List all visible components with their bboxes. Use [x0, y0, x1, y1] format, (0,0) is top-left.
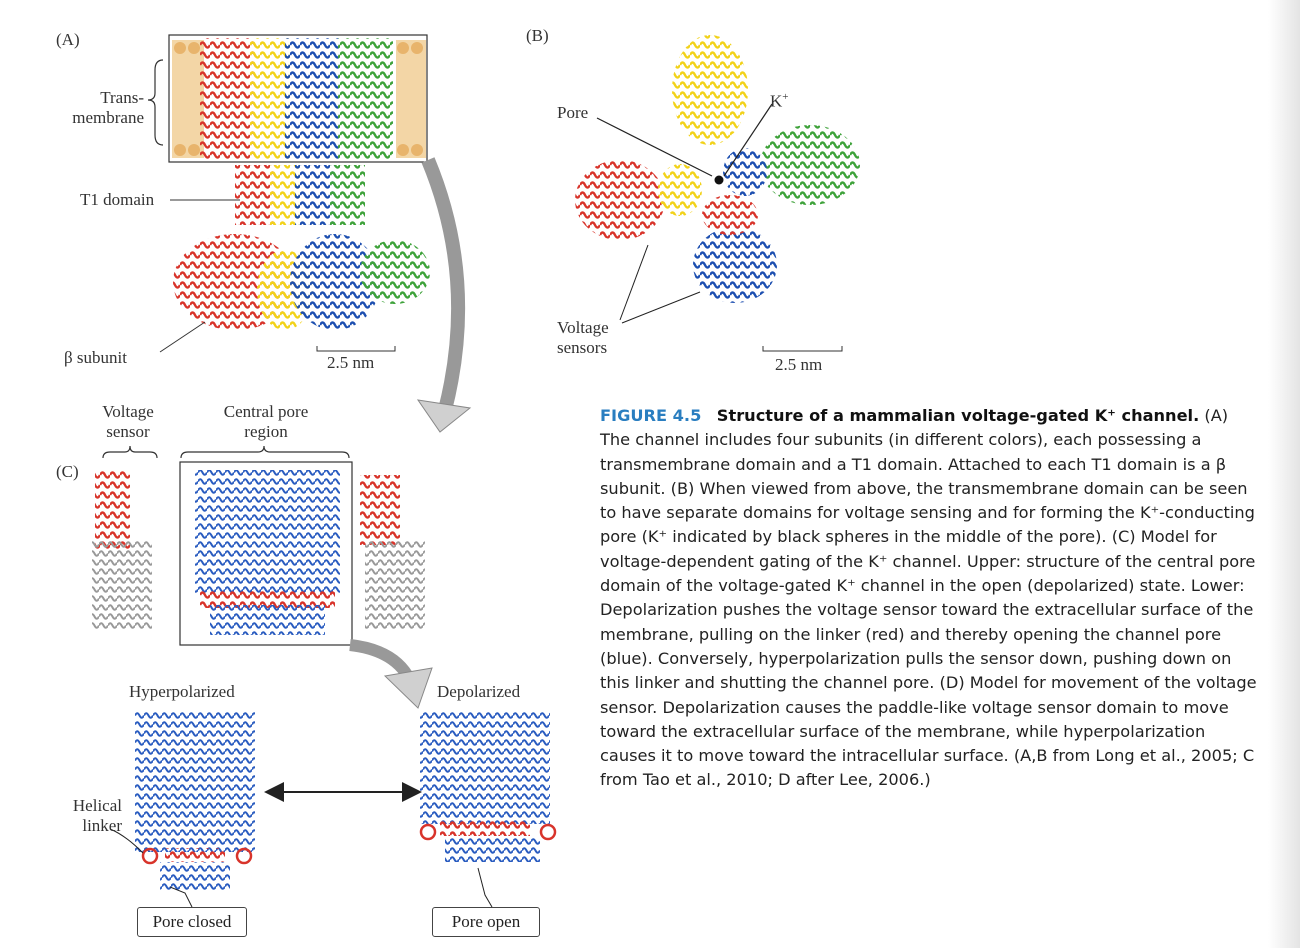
figure-number: FIGURE 4.5	[600, 406, 702, 425]
top-red-inner	[702, 195, 758, 235]
panel-d-hyperpolarized	[109, 712, 255, 908]
arrow-a-to-c-head	[416, 399, 472, 433]
depol-linker	[440, 820, 530, 836]
top-red	[575, 160, 665, 240]
scale-bar-b	[762, 346, 843, 352]
transmembrane-bracket	[147, 59, 164, 146]
top-yellow	[672, 35, 748, 145]
hyperpolarized-label: Hyperpolarized	[129, 682, 235, 701]
beta-blue	[290, 234, 380, 330]
panel-b-structure	[575, 35, 860, 352]
figure-caption: FIGURE 4.5 Structure of a mammalian volt…	[600, 404, 1262, 793]
scale-b-label: 2.5 nm	[775, 355, 823, 374]
subunit-yellow-tm	[250, 38, 290, 160]
hyper-linker-coil-left	[141, 847, 159, 865]
central-pore-box	[179, 461, 353, 646]
depol-linker-coil-left	[419, 823, 437, 841]
lipid-bilayer-left	[172, 40, 204, 158]
pore-label: Pore	[557, 103, 589, 122]
beta-leader	[159, 321, 206, 353]
depolarized-label: Depolarized	[437, 682, 521, 701]
panel-c-letter: (C)	[56, 462, 79, 481]
k-leader	[723, 103, 773, 177]
closed-leader	[169, 886, 193, 908]
top-yellow-inner	[658, 164, 702, 216]
scale-bar-a	[316, 346, 396, 352]
page-edge-shadow	[1268, 0, 1300, 948]
lipid-bilayer-right	[396, 40, 426, 158]
subunit-red-tm	[200, 38, 255, 160]
sensor-right-gray	[365, 540, 425, 630]
subunit-blue-tm	[285, 38, 340, 160]
scale-a-label: 2.5 nm	[327, 353, 375, 372]
central-pore-helices	[195, 470, 340, 595]
voltage-sensors-label: Voltage sensors	[557, 318, 609, 357]
central-pore-label: Central pore region	[223, 402, 309, 441]
arrow-c-to-d-head	[383, 667, 433, 709]
pore-closed-label: Pore closed	[137, 907, 247, 937]
caption-body: (A) The channel includes four subunits (…	[600, 406, 1257, 790]
panel-d-depolarized	[419, 712, 557, 908]
arrow-a-to-c-shaft	[421, 157, 466, 412]
transmembrane-box	[168, 34, 428, 163]
pore-leader	[596, 117, 713, 177]
sensor-right-red	[360, 475, 400, 545]
subunit-green-tm	[338, 38, 393, 160]
top-blue	[693, 227, 777, 303]
sensor-left-red	[95, 470, 130, 550]
panel-b-letter: (B)	[526, 26, 549, 45]
depol-pore-helices	[420, 712, 550, 824]
depol-linker-coil-right	[539, 823, 557, 841]
figure-title: Structure of a mammalian voltage-gated K…	[716, 406, 1200, 425]
t1-red	[235, 165, 275, 225]
panel-a-structure	[147, 34, 430, 353]
voltage-sensor-brace	[102, 445, 158, 459]
top-green	[760, 125, 860, 205]
k-ion-superscript: +	[782, 91, 789, 103]
t1-blue	[295, 165, 335, 225]
depol-pore-lower	[445, 836, 540, 862]
voltage-leader-2	[621, 291, 701, 324]
k-ion-sphere	[714, 175, 724, 185]
open-leader	[477, 867, 493, 908]
central-pore-brace	[180, 445, 350, 459]
k-ion-text: K	[770, 91, 783, 111]
central-pore-lower	[210, 605, 325, 635]
beta-subunit-label: β subunit	[64, 348, 127, 367]
helical-linker-label: Helical linker	[72, 796, 122, 835]
top-blue-inner	[723, 148, 767, 196]
sensor-left-gray	[92, 540, 152, 630]
t1-green	[330, 165, 365, 225]
hyper-pore-lower	[160, 862, 230, 890]
k-ion-label: K+	[770, 87, 789, 112]
t1-domain-label: T1 domain	[80, 190, 155, 209]
helical-leader	[109, 828, 144, 854]
panel-a-letter: (A)	[56, 30, 80, 49]
pore-open-label: Pore open	[432, 907, 540, 937]
central-linker-red	[200, 590, 335, 608]
hyper-pore-helices	[135, 712, 255, 852]
voltage-leader-1	[619, 244, 649, 321]
hyper-linker-coil-right	[235, 847, 253, 865]
transmembrane-label: Trans- membrane	[72, 88, 144, 127]
voltage-sensor-label: Voltage sensor	[102, 402, 154, 441]
hyper-linker	[165, 848, 225, 862]
panel-c-structure	[92, 445, 425, 646]
beta-green	[360, 240, 430, 304]
